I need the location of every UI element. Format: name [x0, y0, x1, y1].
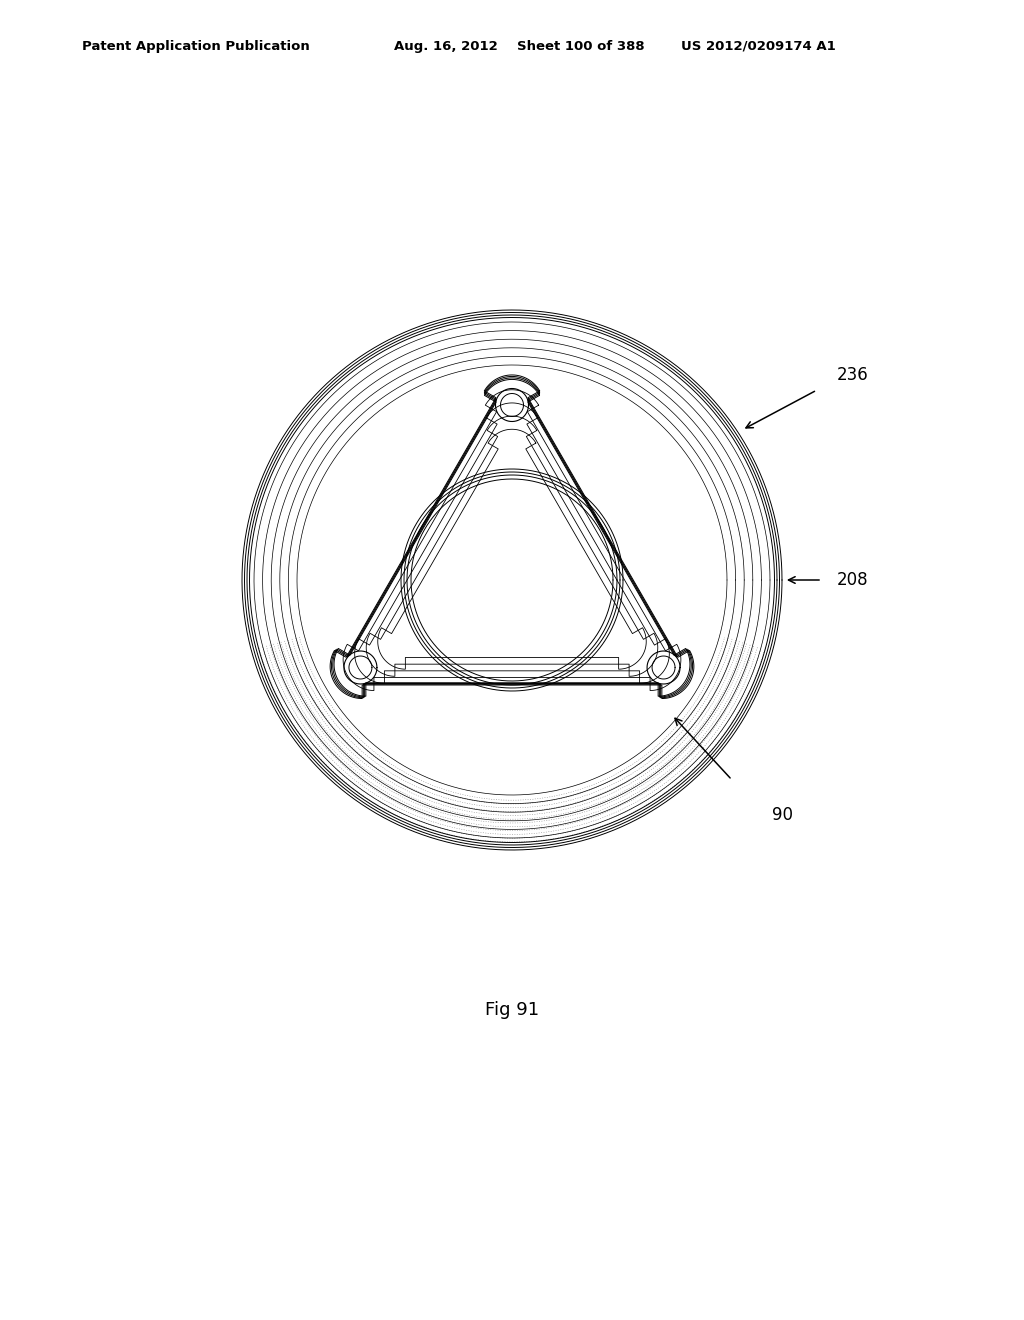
Text: Fig 91: Fig 91	[485, 1001, 539, 1019]
Text: US 2012/0209174 A1: US 2012/0209174 A1	[681, 40, 836, 53]
Text: 90: 90	[772, 807, 793, 824]
Text: 208: 208	[837, 572, 868, 589]
Text: Aug. 16, 2012: Aug. 16, 2012	[394, 40, 498, 53]
Text: Patent Application Publication: Patent Application Publication	[82, 40, 309, 53]
Text: Sheet 100 of 388: Sheet 100 of 388	[517, 40, 645, 53]
Text: 236: 236	[837, 366, 868, 384]
